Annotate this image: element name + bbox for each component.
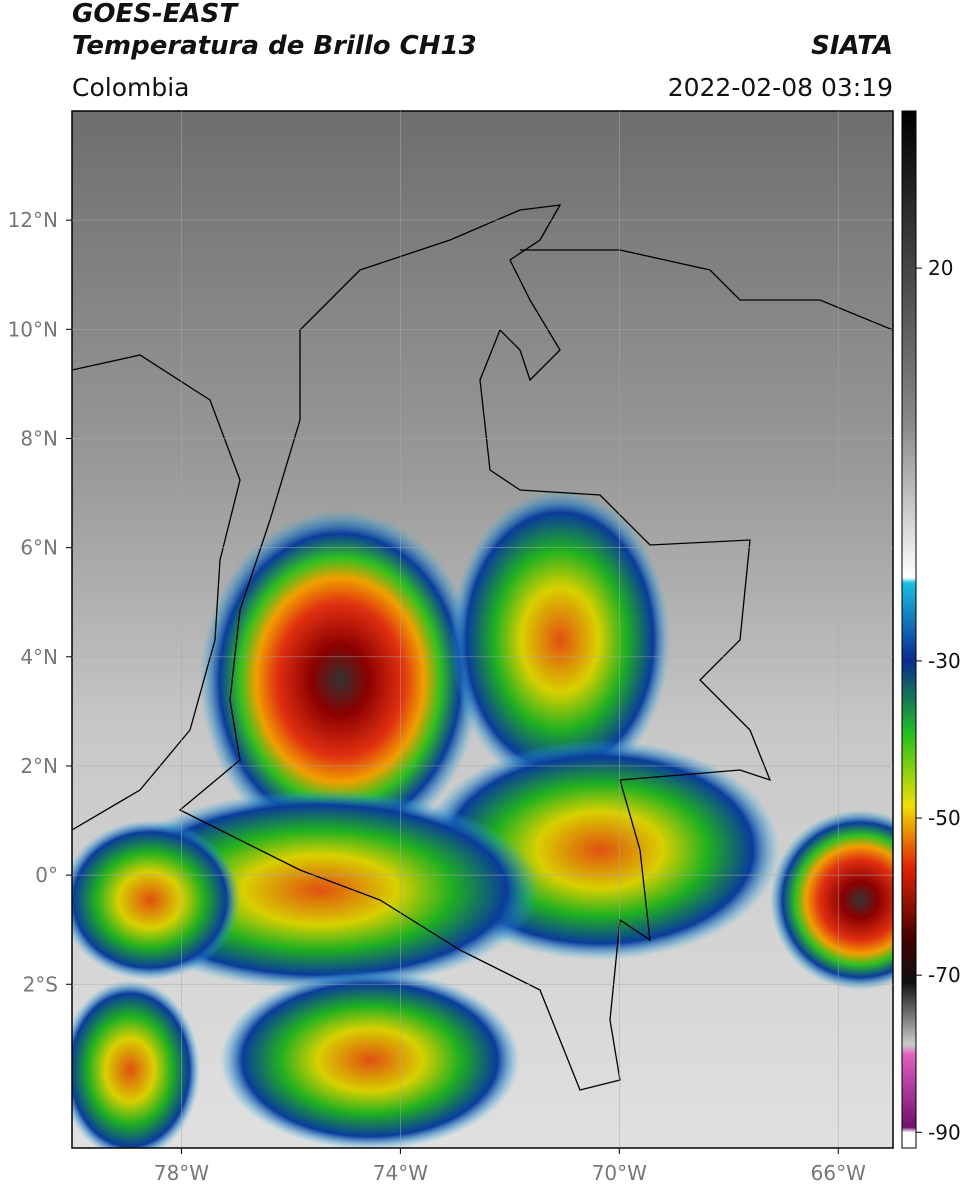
y-tick-label: 6°N: [20, 536, 58, 560]
colorbar-tick-label: -30: [928, 649, 961, 673]
y-tick-label: 2°N: [20, 754, 58, 778]
colorbar-tick-label: 20: [928, 256, 953, 280]
title: GOES-EAST: [72, 0, 239, 29]
colorbar-tick-label: -90: [928, 1120, 961, 1144]
y-tick-label: 2°S: [23, 972, 58, 996]
y-tick-label: 10°N: [8, 317, 58, 341]
x-tick-label: 66°W: [811, 1161, 866, 1185]
x-tick-label: 74°W: [373, 1161, 428, 1185]
colorbar-tick-label: -50: [928, 806, 961, 830]
y-tick-label: 4°N: [20, 645, 58, 669]
map-frame: [71, 110, 894, 1149]
y-tick-label: 8°N: [20, 426, 58, 450]
datetime: 2022-02-08 03:19: [668, 73, 893, 102]
source: SIATA: [811, 31, 893, 61]
satellite-image: [72, 111, 893, 1148]
subtitle: Temperatura de Brillo CH13: [72, 31, 477, 61]
region: Colombia: [72, 73, 189, 102]
x-tick-label: 70°W: [592, 1161, 647, 1185]
x-tick-label: 78°W: [154, 1161, 209, 1185]
colorbar-tick-label: -70: [928, 963, 961, 987]
colorbar: [901, 110, 917, 1149]
y-tick-label: 12°N: [8, 208, 58, 232]
y-tick-label: 0°: [35, 863, 58, 887]
